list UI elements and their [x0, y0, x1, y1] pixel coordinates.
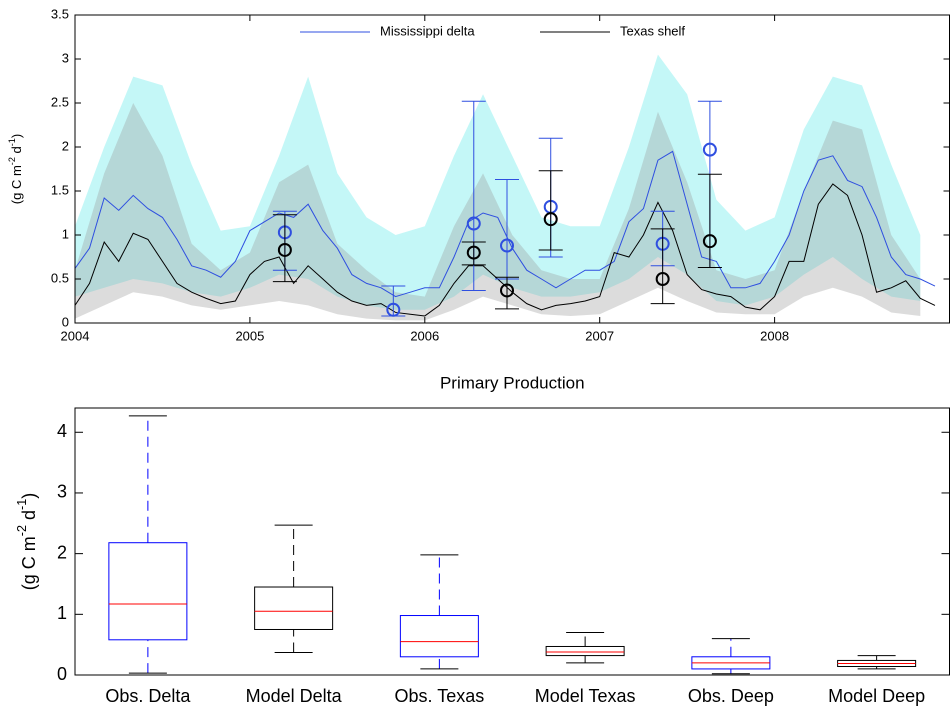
y-axis-label: (g C m-2 d-1) — [15, 493, 38, 590]
y-tick-label: 3 — [57, 482, 67, 502]
y-tick-label: 4 — [57, 421, 67, 441]
y-axis-label-part: -2 — [7, 157, 17, 165]
y-tick-label: 2 — [57, 542, 67, 562]
x-tick-label: 2006 — [410, 328, 439, 343]
x-tick-label: 2004 — [61, 328, 90, 343]
x-tick-label: Model Texas — [535, 686, 636, 706]
y-tick-label: 0 — [57, 664, 67, 684]
box — [254, 586, 334, 630]
y-axis-label-part: ) — [19, 493, 39, 499]
observation — [500, 283, 515, 298]
box — [108, 542, 188, 641]
y-axis-label-part: -1 — [15, 499, 29, 510]
uncertainty-band — [75, 103, 921, 321]
y-axis-label-part: -1 — [7, 138, 17, 146]
observation — [702, 234, 717, 249]
observation — [277, 242, 292, 257]
observation — [466, 216, 481, 231]
y-axis-label-part: (g C m — [9, 165, 24, 204]
observation — [655, 272, 670, 286]
y-axis-label-part: d — [9, 146, 24, 157]
observation — [466, 245, 481, 260]
x-tick-label: Obs. Texas — [395, 686, 485, 706]
y-tick-label: 0.5 — [51, 270, 69, 285]
y-axis-label: (g C m-2 d-1) — [7, 134, 24, 204]
observation — [543, 212, 558, 227]
x-tick-label: 2005 — [235, 328, 264, 343]
y-tick-label: 3.5 — [51, 6, 69, 21]
observation — [702, 142, 717, 157]
box — [545, 645, 625, 657]
y-axis-label-part: -2 — [15, 525, 29, 536]
y-axis-label-part: d — [19, 510, 39, 525]
x-tick-label: Model Delta — [246, 686, 343, 706]
y-tick-label: 3 — [62, 50, 69, 65]
observation — [500, 238, 515, 253]
legend-label: Texas shelf — [620, 23, 685, 38]
axes-frame — [74, 407, 950, 676]
x-tick-label: Obs. Delta — [105, 686, 191, 706]
y-tick-label: 1 — [62, 226, 69, 241]
y-axis-label-part: (g C m — [19, 536, 39, 590]
x-tick-label: Obs. Deep — [688, 686, 774, 706]
uncertainty-band — [75, 54, 921, 310]
x-tick-label: Model Deep — [828, 686, 925, 706]
y-tick-label: 1 — [57, 603, 67, 623]
chart-title: Primary Production — [440, 373, 585, 392]
legend-label: Mississippi delta — [380, 23, 475, 38]
y-tick-label: 1.5 — [51, 182, 69, 197]
box — [399, 615, 479, 658]
observation — [386, 302, 401, 317]
series-line — [74, 150, 936, 298]
y-axis-label-part: ) — [9, 134, 24, 138]
y-tick-label: 2.5 — [51, 94, 69, 109]
y-tick-label: 0 — [62, 314, 69, 329]
x-tick-label: 2008 — [760, 328, 789, 343]
x-tick-label: 2007 — [585, 328, 614, 343]
y-tick-label: 2 — [62, 138, 69, 153]
